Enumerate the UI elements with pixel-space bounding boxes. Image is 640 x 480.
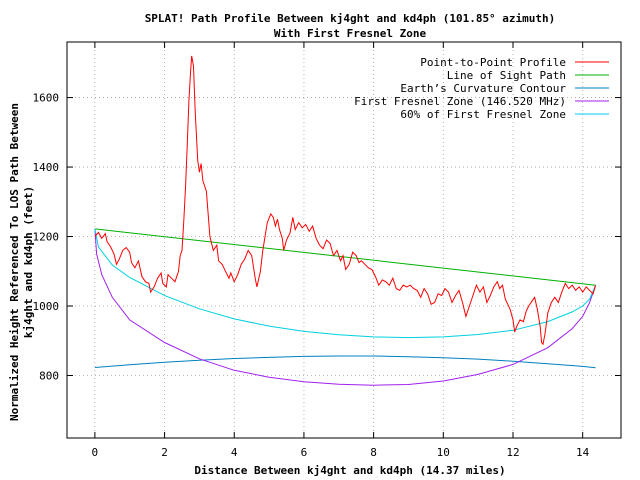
y-tick-label: 1400 xyxy=(33,161,60,174)
x-tick-label: 8 xyxy=(370,446,377,459)
y-tick-label: 1000 xyxy=(33,300,60,313)
legend-label: Point-to-Point Profile xyxy=(420,56,566,69)
x-tick-label: 2 xyxy=(161,446,168,459)
x-axis-label: Distance Between kj4ght and kd4ph (14.37… xyxy=(194,464,505,477)
x-tick-label: 14 xyxy=(576,446,590,459)
legend-label: 60% of First Fresnel Zone xyxy=(400,108,566,121)
axis-ticks: 0 2 4 6 8 10 12 14 800 1000 1200 1400 1600 xyxy=(33,42,621,459)
x-tick-label: 12 xyxy=(506,446,519,459)
y-tick-label: 1600 xyxy=(33,92,60,105)
series-line-60-of-first-fresnel-zone xyxy=(94,228,597,339)
series-line-first-fresnel-zone-146-520-mhz xyxy=(94,228,597,386)
x-tick-label: 10 xyxy=(437,446,450,459)
x-tick-label: 6 xyxy=(301,446,308,459)
y-tick-label: 1200 xyxy=(33,231,60,244)
series-lines xyxy=(94,55,597,386)
series-line-earth-s-curvature-contour xyxy=(94,355,596,369)
x-tick-label: 4 xyxy=(231,446,238,459)
legend-label: First Fresnel Zone (146.520 MHz) xyxy=(354,95,566,108)
series-line-line-of-sight-path xyxy=(94,228,596,286)
chart-subtitle: With First Fresnel Zone xyxy=(274,27,427,40)
legend-label: Line of Sight Path xyxy=(447,69,566,82)
plot-frame xyxy=(66,41,622,439)
series-line-point-to-point-profile xyxy=(94,55,597,346)
y-tick-label: 800 xyxy=(39,369,59,382)
x-tick-label: 0 xyxy=(92,446,99,459)
chart-title: SPLAT! Path Profile Between kj4ght and k… xyxy=(145,12,556,25)
y-axis-label-line1: Normalized Height Referenced To LOS Path… xyxy=(8,103,21,421)
y-axis-label-line2: kj4ght and kd4ph (feet) xyxy=(22,186,35,338)
legend-label: Earth’s Curvature Contour xyxy=(400,82,566,95)
